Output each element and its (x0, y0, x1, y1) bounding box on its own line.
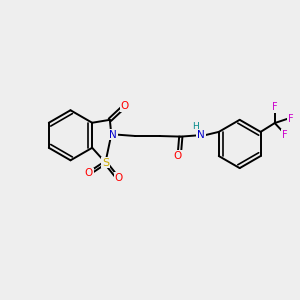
Text: O: O (115, 173, 123, 183)
Text: O: O (120, 101, 129, 111)
Text: O: O (85, 168, 93, 178)
Text: H: H (192, 122, 199, 131)
Text: O: O (174, 151, 182, 161)
Text: N: N (197, 130, 205, 140)
Text: N: N (110, 130, 117, 140)
Text: F: F (282, 130, 287, 140)
Text: F: F (288, 114, 294, 124)
Text: F: F (272, 102, 278, 112)
Text: S: S (102, 158, 109, 167)
